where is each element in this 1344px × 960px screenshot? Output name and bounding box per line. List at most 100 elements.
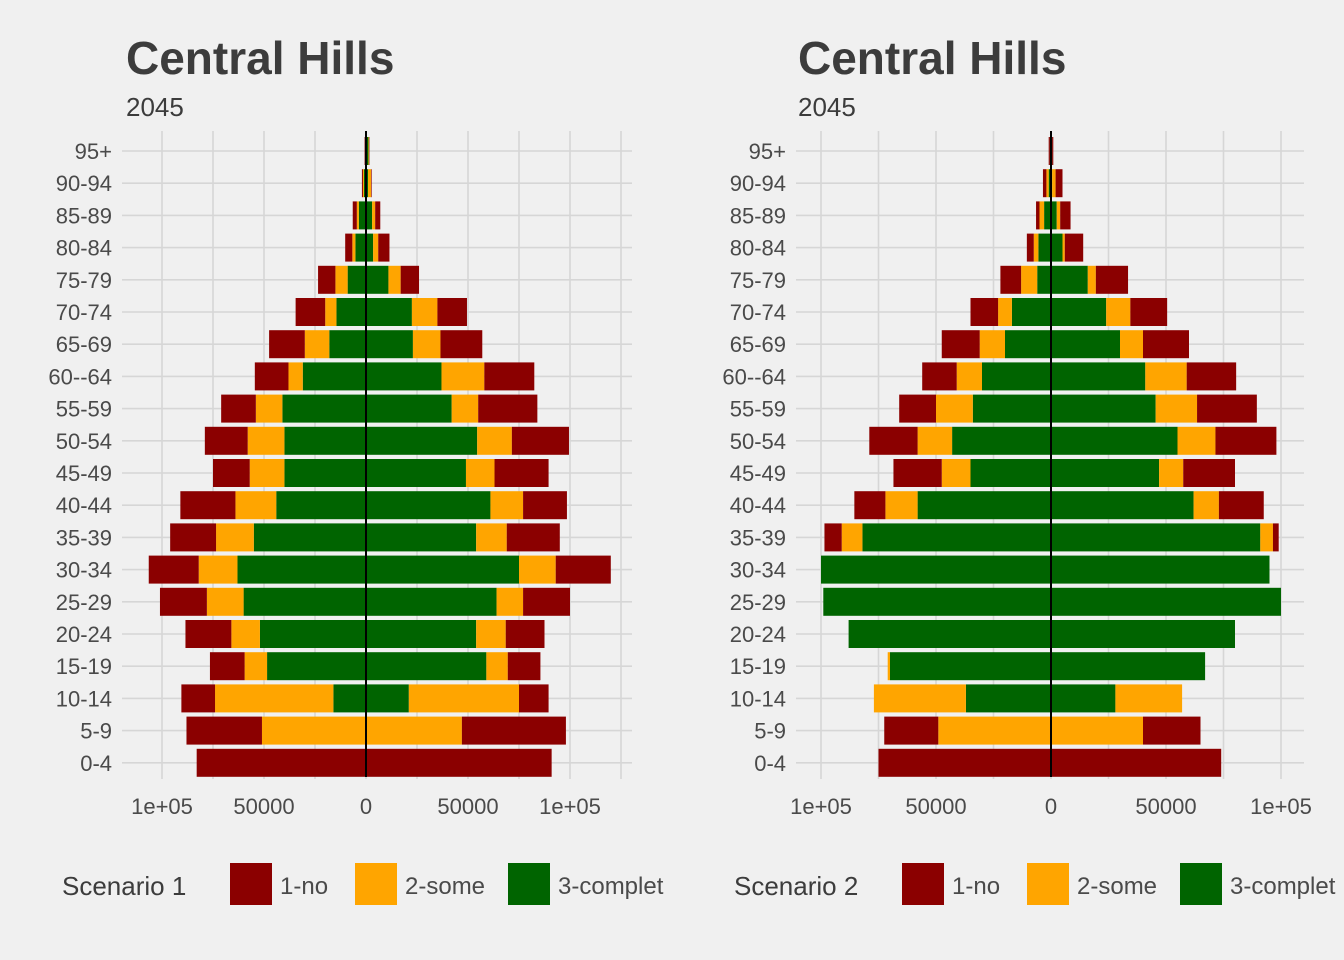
bar-1-no-95+ bbox=[1048, 137, 1050, 165]
x-tick-label: 50000 bbox=[905, 794, 966, 819]
bar-2-some-60--64 bbox=[288, 362, 303, 391]
bar-2-some-80-84 bbox=[1062, 233, 1065, 262]
legend-swatch-3-complet bbox=[508, 863, 550, 905]
bar-1-no-5-9 bbox=[884, 716, 939, 745]
bar-3-complet-40-44 bbox=[276, 491, 366, 520]
bar-1-no-65-69 bbox=[269, 330, 305, 359]
bar-3-complet-45-49 bbox=[284, 459, 366, 487]
bar-1-no-35-39 bbox=[824, 523, 842, 552]
bar-3-complet-15-19 bbox=[890, 652, 1051, 681]
bar-3-complet-15-19 bbox=[1051, 652, 1206, 681]
bar-1-no-60--64 bbox=[922, 362, 957, 391]
bar-2-some-70-74 bbox=[411, 298, 438, 326]
bar-2-some-85-89 bbox=[1039, 201, 1045, 230]
bar-2-some-60--64 bbox=[1145, 362, 1187, 391]
axis: 0-4 5-9 10-14 15-19 20-24 25-29 30-34 35-39 40-4… bbox=[722, 131, 1312, 819]
legend-swatch-3-complet bbox=[1180, 863, 1222, 905]
bar-3-complet-70-74 bbox=[336, 298, 366, 326]
bar-1-no-20-24 bbox=[185, 620, 232, 648]
legend-swatch-2-some bbox=[355, 863, 397, 905]
bar-2-some-70-74 bbox=[325, 298, 337, 326]
panel-scenario-1: Central Hills 2045 0-4 5-9 10-14 15-19 20-24… bbox=[48, 32, 664, 905]
bar-1-no-45-49 bbox=[1183, 459, 1235, 487]
bar-3-complet-50-54 bbox=[366, 426, 478, 455]
bar-2-some-5-9 bbox=[938, 716, 1051, 745]
bar-2-some-35-39 bbox=[476, 523, 507, 552]
bar-3-complet-70-74 bbox=[1011, 298, 1051, 326]
bar-2-some-45-49 bbox=[1159, 459, 1184, 487]
x-tick-label: 50000 bbox=[437, 794, 498, 819]
bar-2-some-55-59 bbox=[1155, 394, 1198, 423]
legend-swatch-1-no bbox=[902, 863, 944, 905]
y-tick-label: 25-29 bbox=[56, 590, 112, 615]
bar-1-no-65-69 bbox=[941, 330, 980, 359]
bar-1-no-90-94 bbox=[1055, 169, 1063, 198]
bar-3-complet-60--64 bbox=[1051, 362, 1146, 391]
bar-2-some-90-94 bbox=[368, 169, 372, 198]
bar-1-no-5-9 bbox=[461, 716, 566, 745]
bar-1-no-35-39 bbox=[170, 523, 217, 552]
y-tick-label: 50-54 bbox=[56, 429, 112, 454]
bar-2-some-20-24 bbox=[231, 620, 260, 648]
bar-1-no-20-24 bbox=[505, 620, 545, 648]
bar-3-complet-30-34 bbox=[821, 555, 1051, 584]
bar-2-some-20-24 bbox=[476, 620, 506, 648]
bar-3-complet-85-89 bbox=[1051, 201, 1057, 230]
bar-1-no-30-34 bbox=[148, 555, 199, 584]
bar-1-no-55-59 bbox=[221, 394, 256, 423]
bar-1-no-75-79 bbox=[318, 265, 336, 294]
bar-3-complet-65-69 bbox=[1051, 330, 1120, 359]
bar-1-no-85-89 bbox=[1036, 201, 1040, 230]
bar-1-no-15-19 bbox=[209, 652, 245, 681]
bar-2-some-80-84 bbox=[1033, 233, 1039, 262]
bar-1-no-85-89 bbox=[375, 201, 381, 230]
bar-2-some-80-84 bbox=[373, 233, 379, 262]
bar-2-some-50-54 bbox=[477, 426, 512, 455]
y-tick-label: 95+ bbox=[749, 139, 786, 164]
bar-3-complet-40-44 bbox=[917, 491, 1051, 520]
y-tick-label: 35-39 bbox=[730, 525, 786, 550]
x-tick-label: 1e+05 bbox=[790, 794, 852, 819]
bar-1-no-40-44 bbox=[1218, 491, 1264, 520]
y-tick-label: 60--64 bbox=[722, 364, 786, 389]
x-tick-label: 1e+05 bbox=[131, 794, 193, 819]
y-tick-label: 60--64 bbox=[48, 364, 112, 389]
bar-2-some-65-69 bbox=[412, 330, 441, 359]
bar-1-no-80-84 bbox=[1026, 233, 1034, 262]
y-tick-label: 50-54 bbox=[730, 429, 786, 454]
bar-1-no-80-84 bbox=[378, 233, 390, 262]
bar-3-complet-75-79 bbox=[366, 265, 389, 294]
bar-3-complet-90-94 bbox=[1048, 169, 1051, 198]
bar-1-no-45-49 bbox=[213, 459, 250, 487]
bar-1-no-30-34 bbox=[555, 555, 611, 584]
bar-1-no-25-29 bbox=[159, 587, 207, 616]
bar-1-no-60--64 bbox=[254, 362, 289, 391]
y-tick-label: 20-24 bbox=[56, 622, 112, 647]
bar-1-no-50-54 bbox=[204, 426, 248, 455]
bar-2-some-70-74 bbox=[1106, 298, 1131, 326]
panel-scenario-2: Central Hills 2045 0-4 5-9 10-14 15-19 20-24… bbox=[722, 32, 1336, 905]
bar-3-complet-30-34 bbox=[1051, 555, 1270, 584]
legend: Scenario 1 1-no 2-some 3-complet bbox=[62, 863, 664, 905]
bar-1-no-65-69 bbox=[1143, 330, 1189, 359]
y-tick-label: 30-34 bbox=[56, 558, 112, 583]
y-tick-label: 0-4 bbox=[80, 751, 112, 776]
bar-3-complet-75-79 bbox=[1051, 265, 1088, 294]
x-tick-label: 0 bbox=[1045, 794, 1057, 819]
bar-1-no-95+ bbox=[1052, 137, 1054, 165]
bar-1-no-75-79 bbox=[400, 265, 420, 294]
y-tick-label: 65-69 bbox=[56, 332, 112, 357]
bar-3-complet-35-39 bbox=[862, 523, 1051, 552]
y-tick-label: 80-84 bbox=[730, 236, 786, 261]
bar-1-no-90-94 bbox=[361, 169, 363, 198]
y-tick-label: 0-4 bbox=[754, 751, 786, 776]
bar-3-complet-60--64 bbox=[982, 362, 1051, 391]
bar-3-complet-35-39 bbox=[253, 523, 366, 552]
bar-3-complet-55-59 bbox=[1051, 394, 1156, 423]
bar-2-some-45-49 bbox=[249, 459, 285, 487]
bar-3-complet-15-19 bbox=[366, 652, 487, 681]
bar-1-no-50-54 bbox=[869, 426, 918, 455]
bar-1-no-70-74 bbox=[295, 298, 326, 326]
y-tick-label: 30-34 bbox=[730, 558, 786, 583]
bar-3-complet-35-39 bbox=[1051, 523, 1261, 552]
